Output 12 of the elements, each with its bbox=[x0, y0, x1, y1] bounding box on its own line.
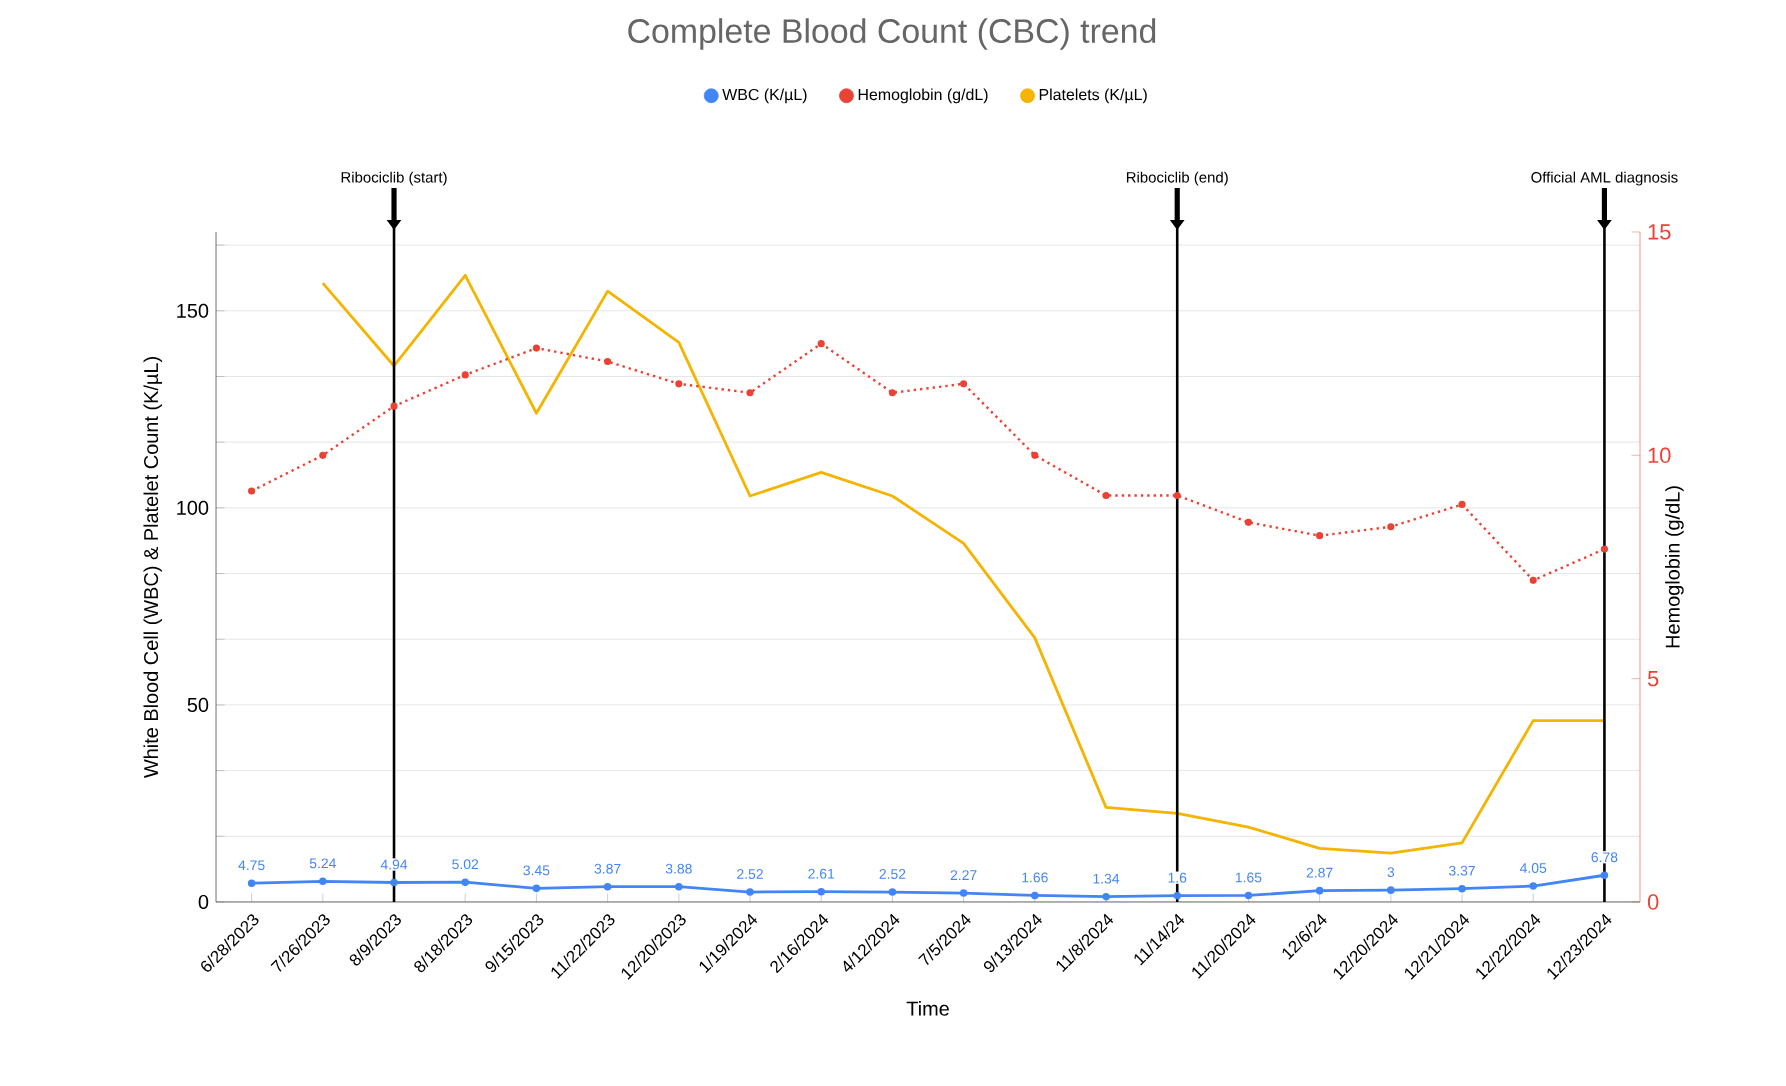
chart-title: Complete Blood Count (CBC) trend bbox=[628, 18, 1156, 50]
y-tick-label: 50 bbox=[187, 697, 209, 712]
y2-tick-label: 0 bbox=[1647, 894, 1659, 910]
y-tick-label: 100 bbox=[177, 500, 209, 515]
y-tick-label: 0 bbox=[198, 894, 209, 910]
y2-axis-title: Hemoglobin (g/dL) bbox=[1665, 486, 1684, 648]
y2-tick-label: 15 bbox=[1648, 224, 1671, 240]
y-axis-title: White Blood Cell (WBC) & Platelet Count (K/µL) bbox=[143, 357, 163, 779]
y2-tick-label: 5 bbox=[1647, 671, 1659, 687]
x-axis-title: Time bbox=[906, 1001, 949, 1016]
y2-tick-label: 10 bbox=[1648, 447, 1671, 464]
y-tick-label: 150 bbox=[177, 303, 209, 318]
